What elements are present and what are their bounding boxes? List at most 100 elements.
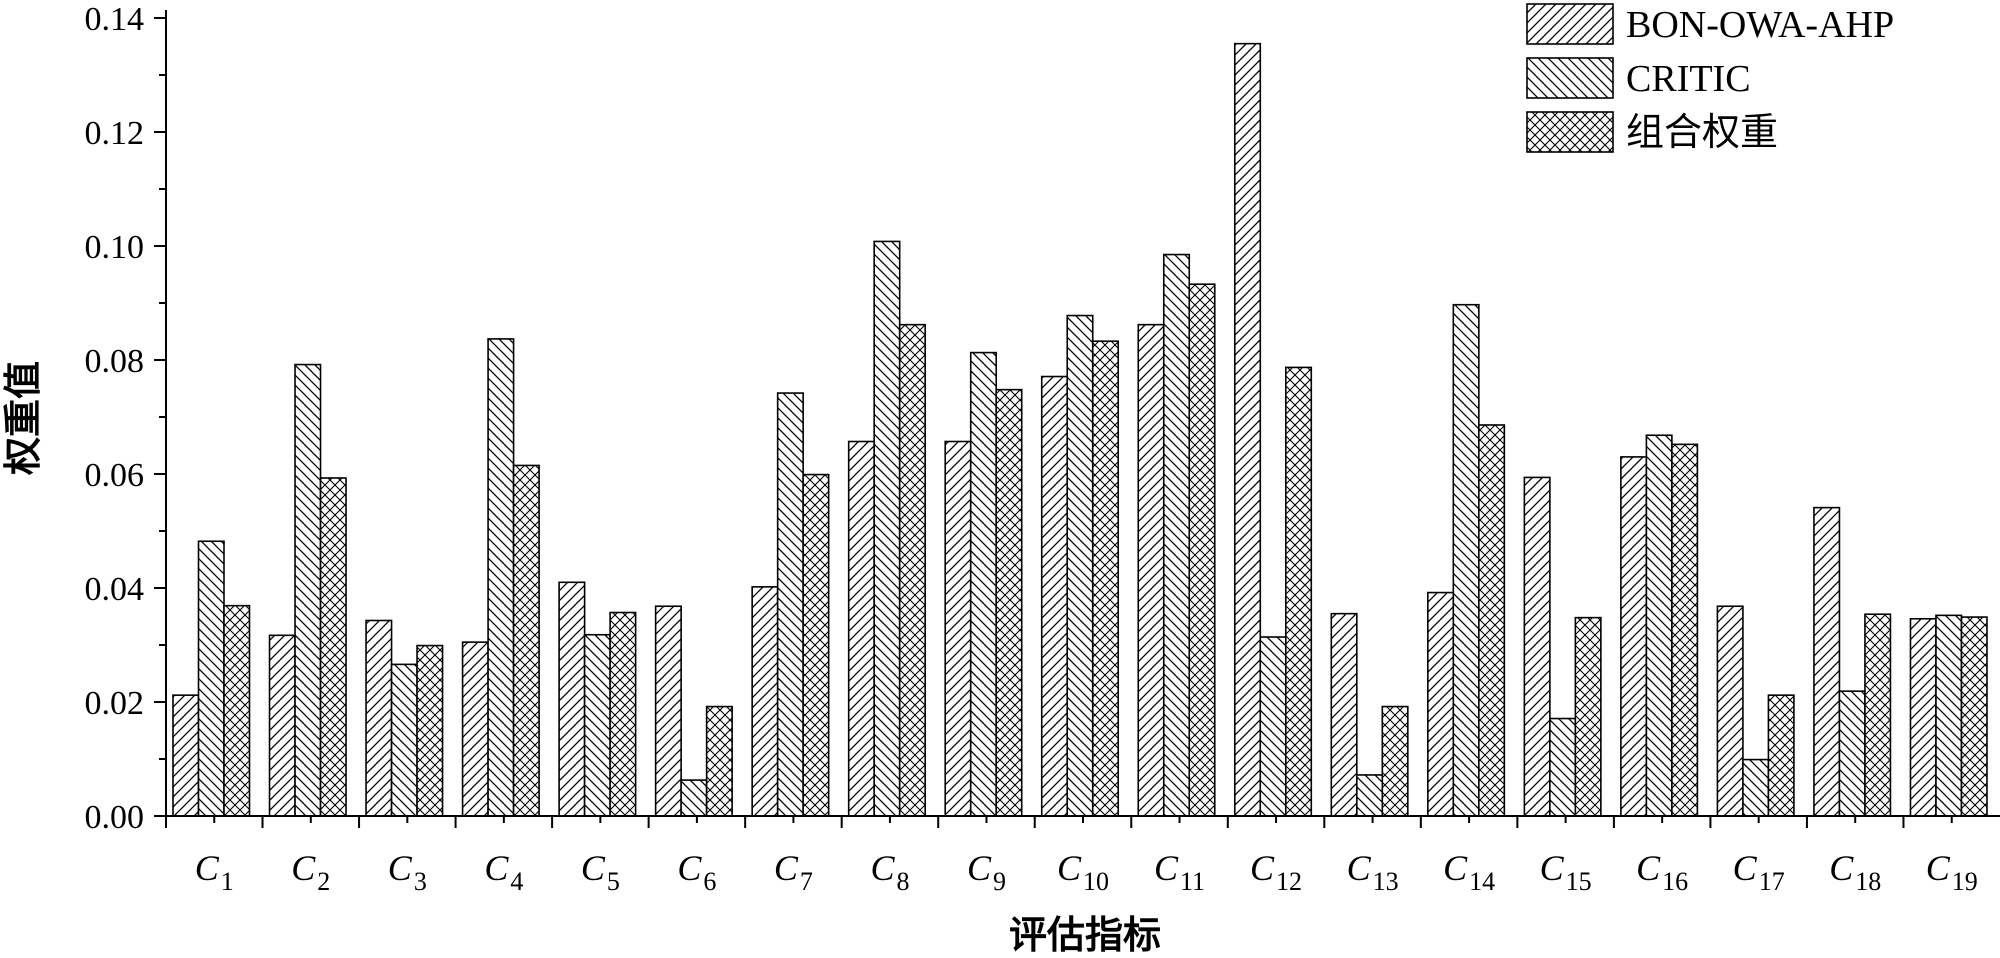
bar-CRITIC-C16	[1645, 434, 1673, 817]
x-tick-label-base: C	[1347, 848, 1372, 888]
x-tick-label: C12	[1250, 848, 1302, 896]
x-tick-label-subscript: 12	[1276, 867, 1302, 896]
x-tick-label: C16	[1636, 848, 1688, 896]
bar-CRITIC-C15	[1549, 717, 1577, 817]
bar-CRITIC-C4	[487, 338, 515, 817]
x-tick-label-base: C	[1540, 848, 1565, 888]
x-tick-label-base: C	[1829, 848, 1854, 888]
bar-CRITIC-C14	[1452, 303, 1480, 817]
legend-swatch	[1526, 3, 1614, 45]
y-axis: 0.00 0.02 0.04 0.06 0.08 0.10 0.12 0.14	[85, 1, 167, 836]
x-tick-label-subscript: 1	[221, 867, 234, 896]
bar-BON-OWA-AHP-C3	[365, 619, 393, 817]
x-tick-label: C18	[1829, 848, 1881, 896]
x-tick-label-base: C	[388, 848, 413, 888]
bar-组合权重-C11	[1188, 283, 1216, 817]
bar-CRITIC-C5	[583, 633, 611, 817]
bar-组合权重-C3	[416, 644, 444, 817]
legend: BON-OWA-AHP CRITIC 组合权重	[1526, 3, 1894, 154]
legend-swatch	[1526, 111, 1614, 153]
x-tick-label: C15	[1540, 848, 1592, 896]
bar-组合权重-C1	[223, 604, 251, 817]
x-tick-label: C11	[1154, 848, 1205, 896]
bar-BON-OWA-AHP-C4	[461, 641, 489, 817]
legend-label: 组合权重	[1626, 112, 1778, 154]
x-tick-label-subscript: 10	[1083, 867, 1109, 896]
bar-CRITIC-C11	[1162, 253, 1191, 817]
x-tick-label: C8	[870, 848, 909, 896]
x-tick-label-base: C	[1057, 848, 1082, 888]
x-tick-label-subscript: 9	[993, 867, 1006, 896]
legend-label: CRITIC	[1626, 58, 1751, 100]
bar-CRITIC-C7	[776, 392, 804, 817]
x-tick-label: C10	[1057, 848, 1109, 896]
bar-组合权重-C5	[609, 611, 637, 817]
bar-BON-OWA-AHP-C13	[1330, 612, 1358, 817]
x-tick-label-base: C	[291, 848, 316, 888]
bar-组合权重-C4	[512, 464, 540, 817]
y-axis-title: 权重值	[1, 361, 45, 476]
x-tick-label-base: C	[1926, 848, 1951, 888]
bar-BON-OWA-AHP-C9	[944, 440, 972, 817]
bar-组合权重-C16	[1671, 443, 1699, 817]
bar-BON-OWA-AHP-C5	[558, 581, 586, 817]
x-tick-label-subscript: 17	[1759, 867, 1785, 896]
bar-组合权重-C13	[1381, 705, 1409, 817]
bar-CRITIC-C1	[197, 540, 225, 817]
bar-CRITIC-C3	[390, 663, 418, 817]
bar-组合权重-C19	[1960, 616, 1988, 817]
bar-组合权重-C10	[1091, 340, 1120, 817]
x-tick-label: C19	[1926, 848, 1978, 896]
x-tick-label: C6	[677, 848, 716, 896]
x-tick-label: C7	[774, 848, 813, 896]
x-axis: C1 C2 C3 C4 C5 C6 C7 C8 C9 C10 C11 C12 C13 C14 C15 C16 C…	[165, 815, 2000, 896]
bar-组合权重-C2	[319, 477, 347, 817]
x-tick-label-base: C	[967, 848, 992, 888]
bar-组合权重-C8	[898, 323, 926, 817]
x-tick-label: C3	[388, 848, 427, 896]
x-tick-label-base: C	[1733, 848, 1758, 888]
x-tick-label-subscript: 7	[800, 867, 813, 896]
bar-BON-OWA-AHP-C14	[1427, 591, 1455, 817]
x-tick-label: C2	[291, 848, 330, 896]
bar-CRITIC-C10	[1066, 314, 1094, 817]
bar-BON-OWA-AHP-C15	[1523, 476, 1551, 817]
x-tick-label-base: C	[581, 848, 606, 888]
bar-CRITIC-C2	[294, 363, 322, 817]
x-tick-label-subscript: 11	[1180, 867, 1205, 896]
x-tick-label: C5	[581, 848, 620, 896]
bar-BON-OWA-AHP-C1	[172, 694, 200, 817]
y-tick-label: 0.12	[85, 115, 145, 152]
y-tick-label: 0.08	[85, 343, 145, 380]
x-tick-label: C9	[967, 848, 1006, 896]
bar-CRITIC-C17	[1742, 758, 1770, 817]
bar-BON-OWA-AHP-C16	[1620, 456, 1648, 817]
x-tick-label-base: C	[1154, 848, 1179, 888]
x-tick-label-base: C	[870, 848, 895, 888]
y-tick-label: 0.02	[85, 685, 145, 722]
x-tick-label: C13	[1347, 848, 1399, 896]
x-tick-label-base: C	[195, 848, 220, 888]
bar-CRITIC-C8	[873, 240, 901, 817]
bar-组合权重-C15	[1574, 616, 1602, 817]
bar-CRITIC-C18	[1838, 690, 1866, 817]
x-tick-label-subscript: 6	[703, 867, 716, 896]
x-tick-label-subscript: 5	[607, 867, 620, 896]
bar-BON-OWA-AHP-C18	[1813, 506, 1841, 817]
bar-组合权重-C7	[802, 473, 830, 817]
bar-BON-OWA-AHP-C2	[268, 634, 296, 817]
x-tick-label-subscript: 16	[1662, 867, 1688, 896]
bar-BON-OWA-AHP-C19	[1909, 617, 1937, 817]
legend-label: BON-OWA-AHP	[1626, 4, 1894, 46]
y-tick-label: 0.00	[85, 799, 145, 836]
x-tick-label-subscript: 18	[1855, 867, 1881, 896]
x-tick-label-base: C	[774, 848, 799, 888]
bar-组合权重-C6	[705, 705, 733, 817]
bar-CRITIC-C19	[1935, 614, 1963, 817]
x-tick-label-subscript: 15	[1566, 867, 1592, 896]
bar-BON-OWA-AHP-C12	[1233, 42, 1262, 817]
x-tick-label-base: C	[1250, 848, 1275, 888]
x-tick-label-subscript: 3	[414, 867, 427, 896]
x-tick-label-subscript: 19	[1952, 867, 1978, 896]
